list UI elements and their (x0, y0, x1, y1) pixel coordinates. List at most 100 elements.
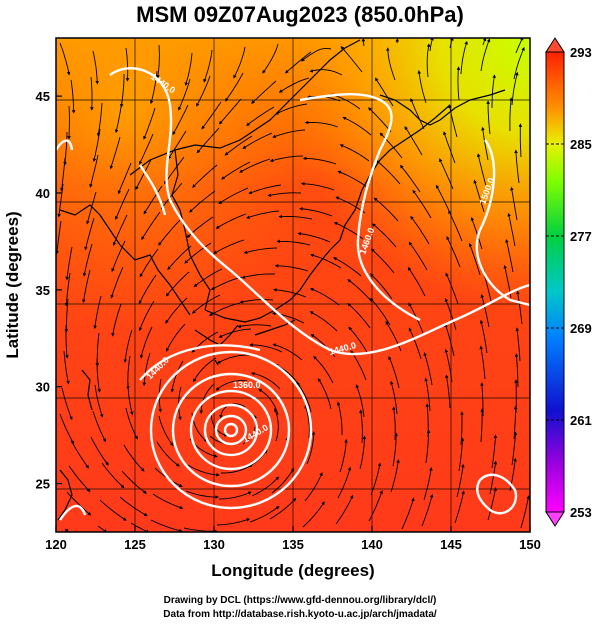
streamline (388, 355, 400, 389)
streamline (423, 352, 433, 386)
streamline (111, 303, 122, 337)
colorbar-tick-label: 269 (570, 321, 592, 336)
streamline (404, 126, 423, 156)
streamline (208, 302, 241, 316)
streamline (426, 43, 431, 78)
credit-drawing: Drawing by DCL (https://www.gfd-dennou.o… (164, 595, 437, 606)
streamline (444, 374, 451, 409)
streamline (66, 491, 92, 516)
streamline (284, 51, 312, 74)
streamline (191, 294, 221, 314)
streamline (335, 196, 366, 214)
x-tick-label: 145 (440, 537, 462, 552)
streamline (203, 49, 213, 83)
streamline (444, 348, 453, 383)
streamline (70, 79, 76, 114)
streamline (201, 101, 222, 130)
streamline (491, 434, 498, 469)
streamline (196, 75, 211, 107)
streamline (408, 241, 428, 271)
streamline (278, 214, 313, 220)
typhoon-contour (223, 422, 239, 438)
streamline (250, 372, 281, 390)
streamline (165, 271, 190, 297)
streamline (317, 378, 332, 410)
streamline (89, 154, 99, 188)
streamline (239, 158, 271, 173)
streamline (135, 159, 152, 190)
streamline (454, 490, 465, 524)
streamline (119, 496, 148, 517)
streamline (218, 328, 252, 338)
streamline (60, 157, 66, 192)
streamline (385, 320, 402, 352)
streamline (115, 188, 130, 220)
streamline (267, 192, 302, 197)
streamline (92, 410, 106, 443)
streamline (491, 74, 496, 108)
streamline (84, 217, 95, 251)
y-tick-label: 30 (36, 380, 50, 395)
streamline (178, 386, 182, 421)
streamline (218, 98, 242, 125)
streamline (339, 438, 348, 473)
streamline (193, 268, 223, 288)
streamline (480, 408, 484, 443)
streamline (355, 384, 365, 418)
streamline (304, 120, 339, 128)
streamline (246, 106, 275, 127)
streamline (309, 311, 338, 332)
streamline (429, 38, 434, 52)
streamline (371, 223, 397, 248)
streamline (216, 518, 251, 526)
colorbar-upper-arrow (545, 37, 565, 53)
streamline (347, 302, 371, 329)
streamline (480, 294, 490, 328)
streamline (90, 436, 109, 466)
streamline (510, 186, 518, 221)
streamline (421, 493, 434, 527)
streamline (59, 413, 75, 445)
streamline (213, 239, 245, 254)
y-tick-label: 25 (36, 477, 50, 492)
streamline (337, 466, 352, 499)
streamline (456, 463, 465, 498)
streamline (410, 98, 425, 130)
streamline (112, 214, 128, 246)
streamline (143, 107, 156, 140)
streamline (172, 104, 189, 136)
streamline (167, 130, 187, 160)
streamline (468, 242, 481, 276)
streamline (370, 297, 391, 326)
streamline (63, 350, 70, 385)
colorbar: 293 285 277 269 261 253 (545, 37, 592, 527)
y-tick-label: 40 (36, 186, 50, 201)
streamline (375, 77, 394, 107)
y-tick-label: 45 (36, 89, 50, 104)
streamline (56, 220, 62, 255)
streamline (476, 153, 487, 187)
streamline (511, 431, 518, 466)
streamline (165, 297, 188, 324)
streamline (70, 439, 89, 469)
typhoon-contour (214, 414, 248, 446)
streamline (196, 127, 220, 154)
streamline (509, 97, 513, 132)
streamline (211, 409, 228, 437)
streamline (425, 429, 431, 464)
streamline (65, 325, 69, 359)
streamline (138, 274, 157, 305)
streamline (117, 162, 132, 195)
streamline (99, 499, 127, 521)
streamline (445, 272, 459, 305)
streamline (225, 72, 244, 102)
streamline (448, 210, 463, 242)
streamline (224, 135, 253, 156)
streamline (143, 185, 163, 215)
streamline (449, 38, 454, 49)
streamline (370, 462, 382, 496)
streamline (339, 144, 370, 162)
colorbar-tick-label: 293 (570, 45, 592, 60)
streamline (518, 123, 523, 158)
streamline (273, 288, 307, 298)
